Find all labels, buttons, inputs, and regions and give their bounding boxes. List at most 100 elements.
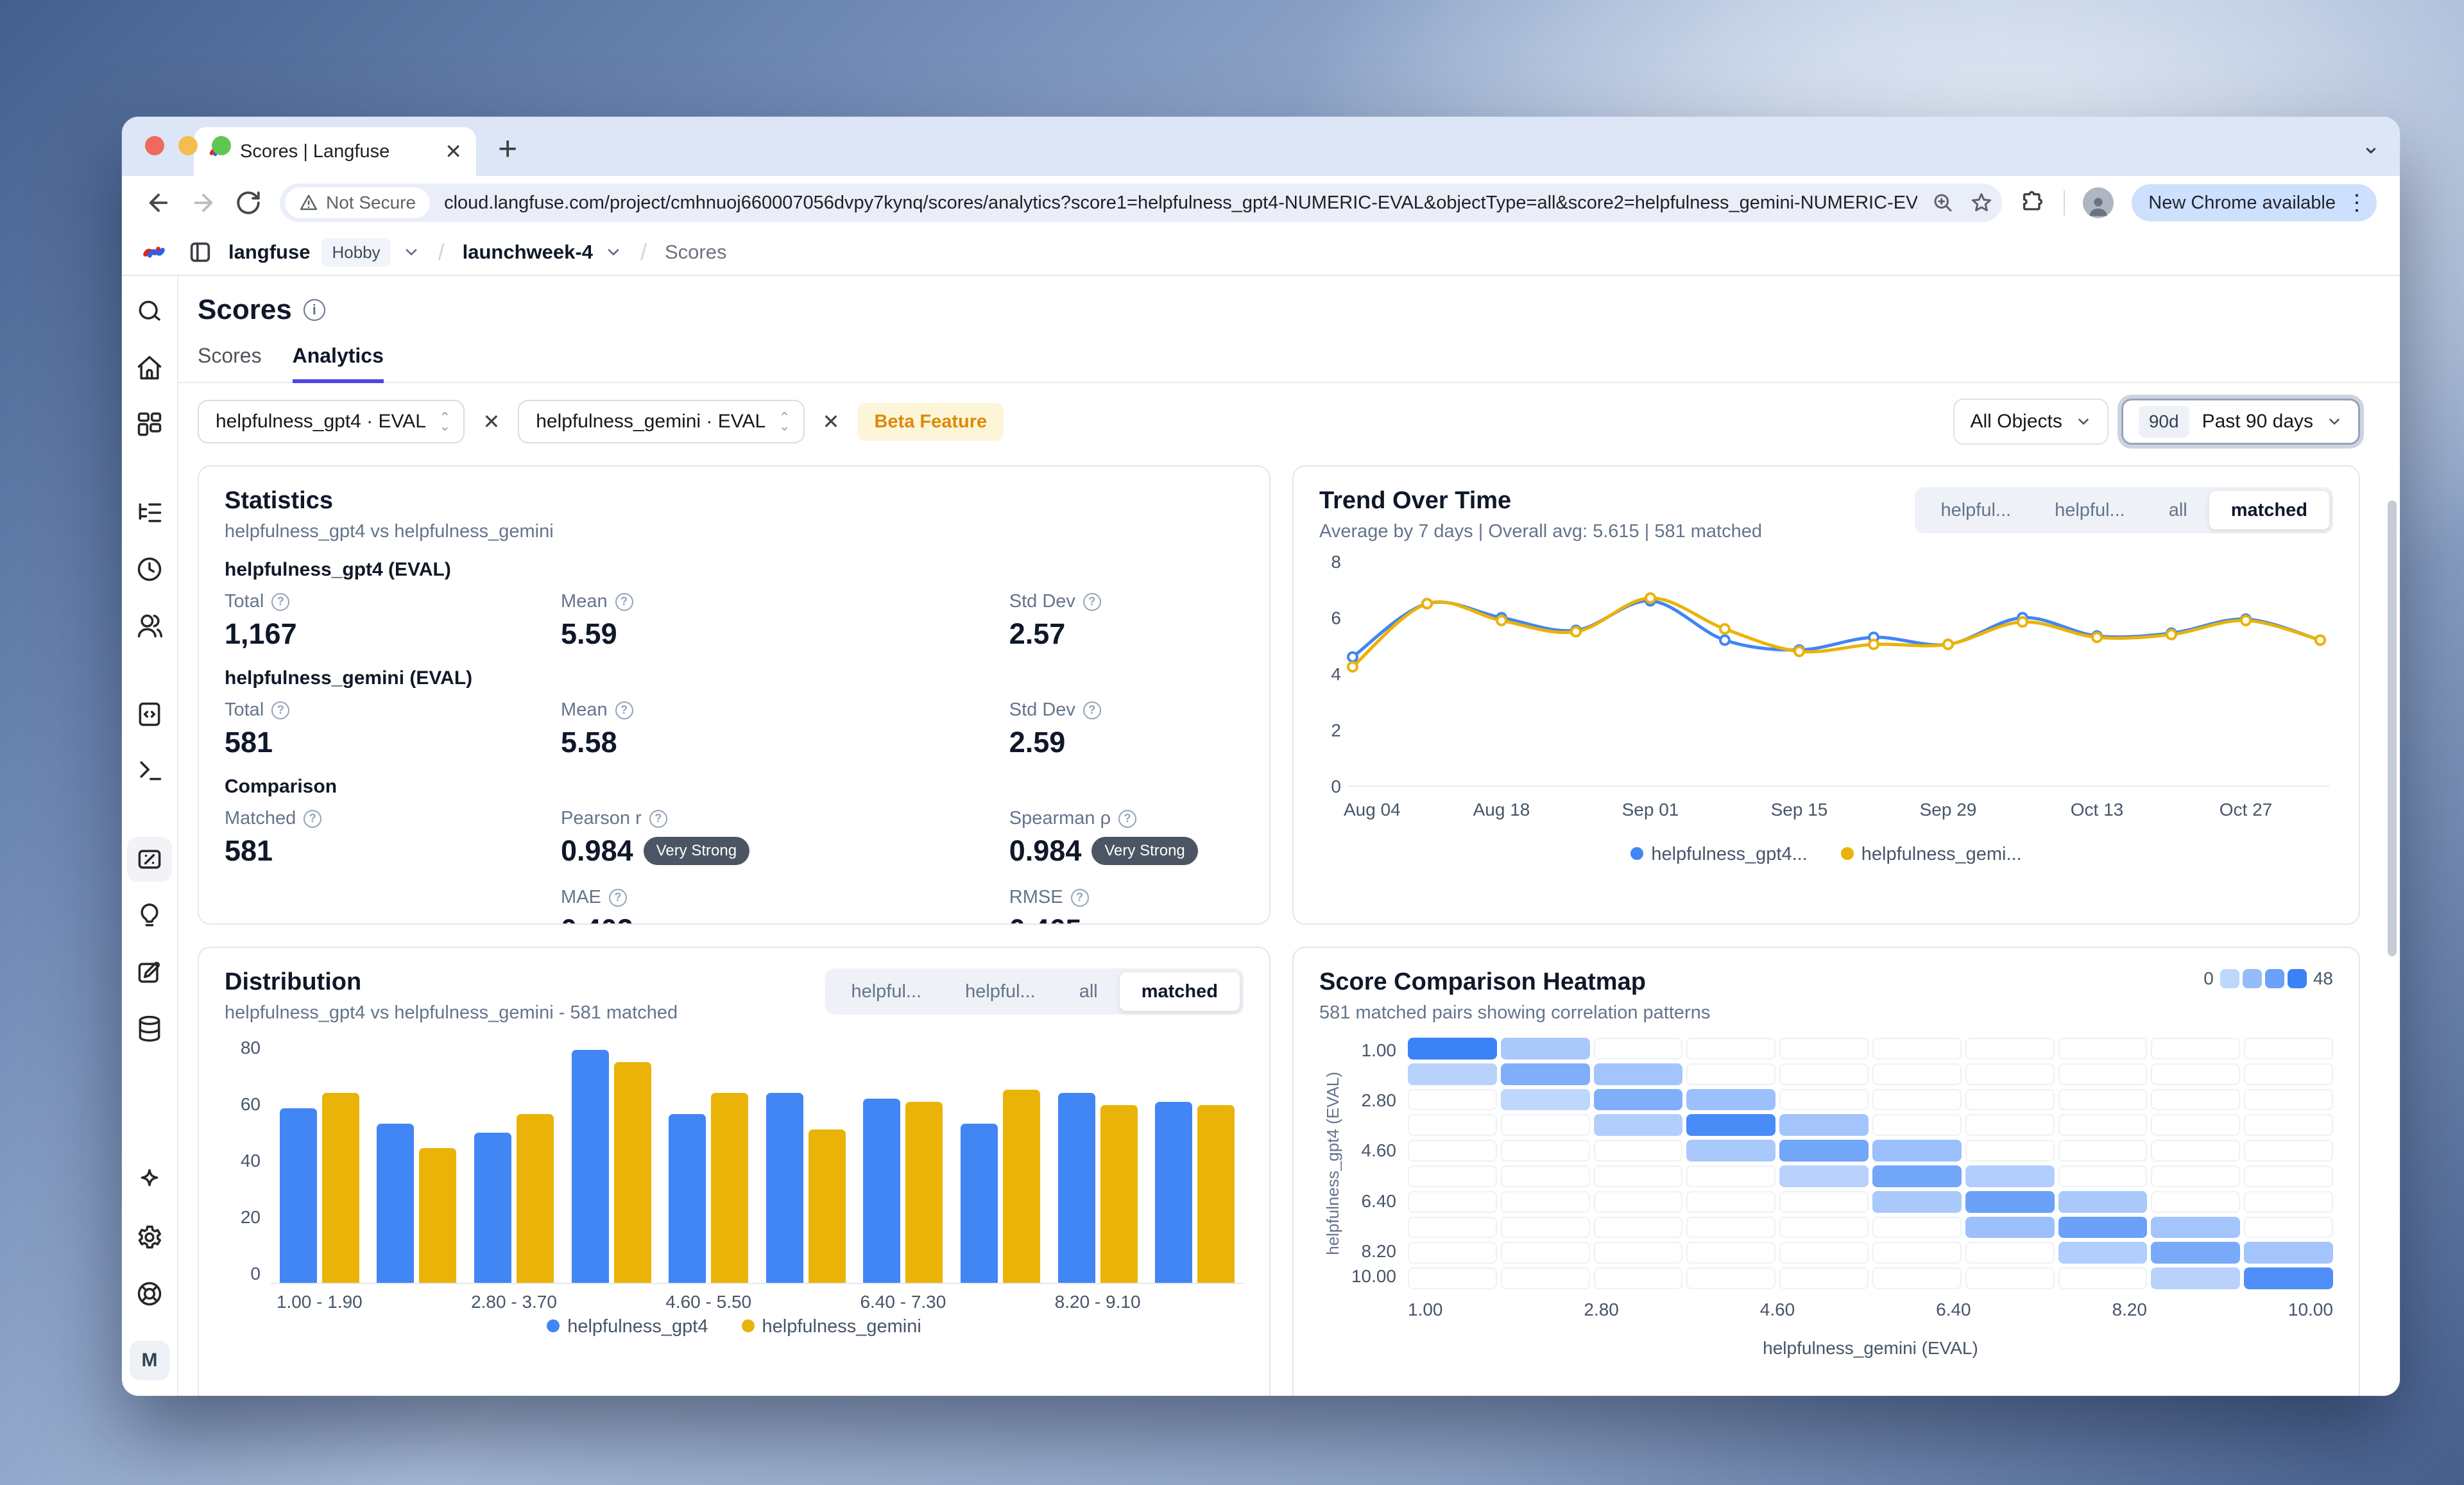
- close-window-button[interactable]: [145, 136, 164, 155]
- help-icon[interactable]: ?: [271, 592, 290, 611]
- date-range-select[interactable]: 90d Past 90 days: [2121, 399, 2360, 445]
- help-icon[interactable]: ?: [649, 809, 667, 828]
- sidebar-item-lightbulb[interactable]: [127, 893, 172, 938]
- sidebar-item-file-code[interactable]: [127, 692, 172, 737]
- score2-remove-button[interactable]: ✕: [822, 410, 840, 433]
- object-type-select[interactable]: All Objects: [1953, 399, 2109, 445]
- sidebar-toggle-icon[interactable]: [187, 239, 213, 265]
- stat-cell: [225, 887, 561, 923]
- tab-scores[interactable]: Scores: [198, 344, 262, 367]
- reload-button[interactable]: [235, 189, 262, 216]
- help-icon[interactable]: ?: [1082, 592, 1101, 611]
- scope-tab-matched[interactable]: matched: [1119, 972, 1240, 1011]
- page-scrollbar-thumb[interactable]: [2388, 501, 2397, 956]
- zoom-icon[interactable]: [1931, 191, 1955, 214]
- url-bar[interactable]: Not Secure cloud.langfuse.com/project/cm…: [280, 184, 2003, 222]
- bar: [474, 1133, 511, 1283]
- browser-tab[interactable]: Scores | Langfuse ✕: [194, 127, 476, 176]
- heatmap-cell: [2244, 1267, 2333, 1289]
- heatmap-cell: [1593, 1038, 1683, 1060]
- heatmap-cell: [1686, 1165, 1776, 1187]
- scope-tab-1[interactable]: helpful...: [2055, 499, 2125, 520]
- sidebar-item-terminal[interactable]: [127, 748, 172, 793]
- heatmap-cell: [1500, 1216, 1590, 1239]
- breadcrumb-project[interactable]: launchweek-4: [462, 241, 593, 263]
- chrome-update-pill[interactable]: New Chrome available ⋮: [2132, 184, 2377, 221]
- forward-button[interactable]: [190, 189, 217, 216]
- sidebar-item-lifebuoy[interactable]: [127, 1271, 172, 1316]
- user-avatar[interactable]: M: [130, 1341, 169, 1380]
- heatmap-cell: [1872, 1038, 1962, 1060]
- scope-tab-0[interactable]: helpful...: [1940, 499, 2012, 520]
- new-tab-button[interactable]: +: [498, 130, 518, 167]
- breadcrumb-org[interactable]: langfuse: [228, 241, 311, 263]
- sidebar-item-gear[interactable]: [127, 1215, 172, 1260]
- project-chevron-icon[interactable]: [604, 243, 622, 261]
- sidebar-item-evals[interactable]: [127, 837, 172, 882]
- scope-tab-0[interactable]: helpful...: [851, 981, 922, 1002]
- bar: [669, 1114, 706, 1283]
- sidebar-item-tracing[interactable]: [127, 490, 172, 535]
- scope-tab-2[interactable]: all: [1079, 981, 1098, 1002]
- sidebar-item-database[interactable]: [127, 1006, 172, 1051]
- extensions-puzzle-icon[interactable]: [2020, 190, 2046, 216]
- help-icon[interactable]: ?: [1118, 809, 1137, 828]
- sidebar-item-users[interactable]: [127, 603, 172, 648]
- help-icon[interactable]: ?: [615, 592, 633, 611]
- back-button[interactable]: [145, 189, 172, 216]
- heatmap-cell: [1500, 1165, 1590, 1187]
- heatmap-cell: [1779, 1190, 1869, 1213]
- svg-text:8: 8: [1331, 552, 1341, 572]
- heatmap-legend-swatch: [2242, 969, 2262, 988]
- tab-analytics[interactable]: Analytics: [292, 344, 384, 383]
- heatmap-legend-swatch: [2264, 969, 2284, 988]
- score2-filter-chip[interactable]: helpfulness_gemini · EVAL ⌃ ⌄: [518, 400, 805, 443]
- distribution-bar-chart: 80 60 40 20 0: [225, 1038, 1244, 1284]
- scope-tab-1[interactable]: helpful...: [965, 981, 1036, 1002]
- scope-tab-2[interactable]: all: [2168, 499, 2187, 520]
- sidebar-item-dashboard[interactable]: [127, 402, 172, 447]
- heatmap-cell: [2151, 1242, 2241, 1264]
- help-icon[interactable]: ?: [615, 701, 633, 719]
- org-chevron-icon[interactable]: [402, 243, 420, 261]
- bar: [419, 1148, 457, 1283]
- heatmap-legend-max: 48: [2313, 968, 2333, 988]
- heatmap-cell: [2244, 1140, 2333, 1162]
- sidebar-item-sparkle[interactable]: [127, 1158, 172, 1203]
- help-icon[interactable]: ?: [271, 701, 290, 719]
- search-icon: [135, 297, 164, 325]
- info-icon[interactable]: i: [303, 299, 325, 321]
- stat-value: 0.984 Very Strong: [561, 834, 1009, 868]
- date-range-value: Past 90 days: [2202, 411, 2313, 432]
- tab-close-icon[interactable]: ✕: [445, 140, 462, 163]
- menu-kebab-icon[interactable]: ⋮: [2346, 191, 2368, 215]
- sidebar-item-annotate[interactable]: [127, 950, 172, 995]
- sidebar-item-clock[interactable]: [127, 547, 172, 592]
- help-icon[interactable]: ?: [608, 888, 627, 907]
- tracing-icon: [135, 499, 164, 527]
- date-range-badge: 90d: [2138, 406, 2189, 438]
- maximize-window-button[interactable]: [212, 136, 231, 155]
- heatmap-cell: [1872, 1216, 1962, 1239]
- main-area: Scores i Scores Analytics helpfulness_gpt…: [178, 276, 2400, 1396]
- trend-title: Trend Over Time: [1319, 487, 1512, 514]
- help-icon[interactable]: ?: [1082, 701, 1101, 719]
- heatmap-cell: [1965, 1190, 2055, 1213]
- security-chip[interactable]: Not Secure: [285, 187, 431, 218]
- heatmap-cell: [1686, 1063, 1776, 1085]
- help-icon[interactable]: ?: [304, 809, 322, 828]
- sidebar-item-search[interactable]: [127, 289, 172, 334]
- scope-tab-matched[interactable]: matched: [2209, 491, 2329, 529]
- bookmark-star-icon[interactable]: [1970, 191, 1993, 214]
- bar: [613, 1062, 651, 1283]
- profile-avatar[interactable]: [2083, 187, 2114, 218]
- score1-remove-button[interactable]: ✕: [483, 410, 501, 433]
- help-icon[interactable]: ?: [1070, 888, 1089, 907]
- stat-value: 581: [225, 726, 273, 759]
- score1-label: helpfulness_gpt4 · EVAL: [216, 411, 426, 432]
- tab-search-chevron-icon[interactable]: ⌄: [2361, 132, 2381, 159]
- minimize-window-button[interactable]: [178, 136, 198, 155]
- heatmap-cell: [2244, 1165, 2333, 1187]
- score1-filter-chip[interactable]: helpfulness_gpt4 · EVAL ⌃ ⌄: [198, 400, 465, 443]
- sidebar-item-home[interactable]: [127, 345, 172, 390]
